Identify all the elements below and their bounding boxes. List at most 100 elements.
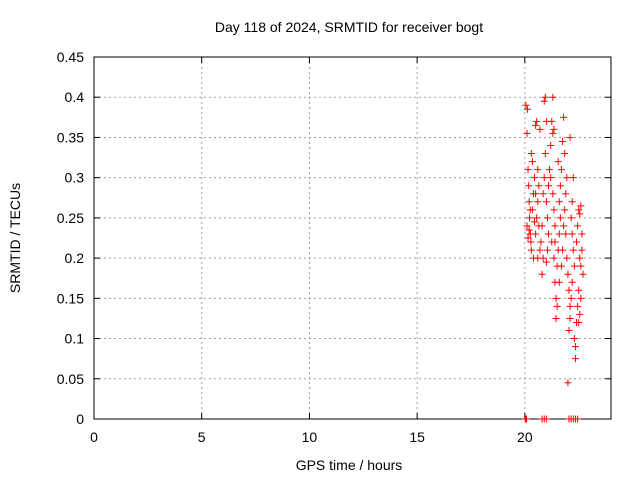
data-point [576,210,584,218]
data-point [557,262,565,270]
data-point [568,198,576,206]
data-point [532,230,540,238]
data-point [553,302,561,310]
x-tick-label: 5 [198,429,206,445]
data-point [575,206,583,214]
data-point [540,174,548,182]
data-point [525,198,533,206]
data-point [555,198,563,206]
data-point [525,226,533,234]
data-point [576,254,584,262]
data-point [552,314,560,322]
data-point [568,230,576,238]
data-point [526,214,534,222]
data-point [561,150,569,158]
data-point [566,133,574,141]
data-point [543,214,551,222]
y-tick-label: 0.2 [65,250,85,266]
data-point [550,206,558,214]
data-point [556,214,564,222]
data-point [531,174,539,182]
data-point [577,202,585,210]
data-point [566,314,574,322]
data-point [542,415,550,423]
data-point [524,234,532,242]
data-point [531,218,539,226]
data-point [524,166,532,174]
data-point [539,254,547,262]
y-tick-label: 0.45 [57,49,84,65]
data-point [543,246,551,254]
data-point [556,182,564,190]
data-point [578,230,586,238]
data-point [540,97,548,105]
data-point [547,174,555,182]
data-point [563,254,571,262]
data-point [549,129,557,137]
data-point [569,174,577,182]
data-point [570,262,578,270]
data-point [559,246,567,254]
y-tick-label: 0 [76,411,84,427]
data-point [577,262,585,270]
data-point [570,335,578,343]
data-point [560,222,568,230]
data-point [565,286,573,294]
data-point [574,415,582,423]
data-point [551,238,559,246]
data-point [527,150,535,158]
y-tick-label: 0.25 [57,210,84,226]
data-point [563,174,571,182]
x-tick-label: 20 [517,429,533,445]
data-point [567,294,575,302]
data-point [536,246,544,254]
data-point [565,327,573,335]
data-point [534,198,542,206]
x-tick-label: 15 [409,429,425,445]
data-point [564,270,572,278]
data-point [574,222,582,230]
data-point [535,222,543,230]
data-point [541,150,549,158]
data-point [564,379,572,387]
data-point [538,270,546,278]
data-point [534,166,542,174]
data-point [560,113,568,121]
data-point [536,125,544,133]
data-point [545,230,553,238]
data-point [529,254,537,262]
data-point [547,141,555,149]
data-point [562,230,570,238]
data-point [523,105,531,113]
data-point [571,355,579,363]
data-point [557,166,565,174]
data-point [555,278,563,286]
data-point [523,222,531,230]
data-point [522,101,530,109]
data-point [532,190,540,198]
chart-title: Day 118 of 2024, SRMTID for receiver bog… [215,19,483,35]
y-tick-label: 0.05 [57,371,84,387]
data-points [521,93,587,423]
data-point [542,258,550,266]
y-tick-label: 0.15 [57,290,84,306]
data-point [533,117,541,125]
y-tick-label: 0.4 [65,89,85,105]
data-point [569,246,577,254]
data-point [577,294,585,302]
data-point [549,93,557,101]
data-point [550,125,558,133]
data-point [562,190,570,198]
data-point [542,198,550,206]
data-point [567,214,575,222]
data-point [575,286,583,294]
data-point [554,158,562,166]
data-point [532,121,540,129]
data-point [528,158,536,166]
axis-ticks: 0 0.05 0.1 0.15 0.2 0.25 0.3 0.35 0.4 0.45 0 5 10 15 2… [57,49,611,445]
data-point [573,238,581,246]
data-point [568,278,576,286]
x-tick-label: 0 [90,429,98,445]
data-point [579,270,587,278]
data-point [539,190,547,198]
